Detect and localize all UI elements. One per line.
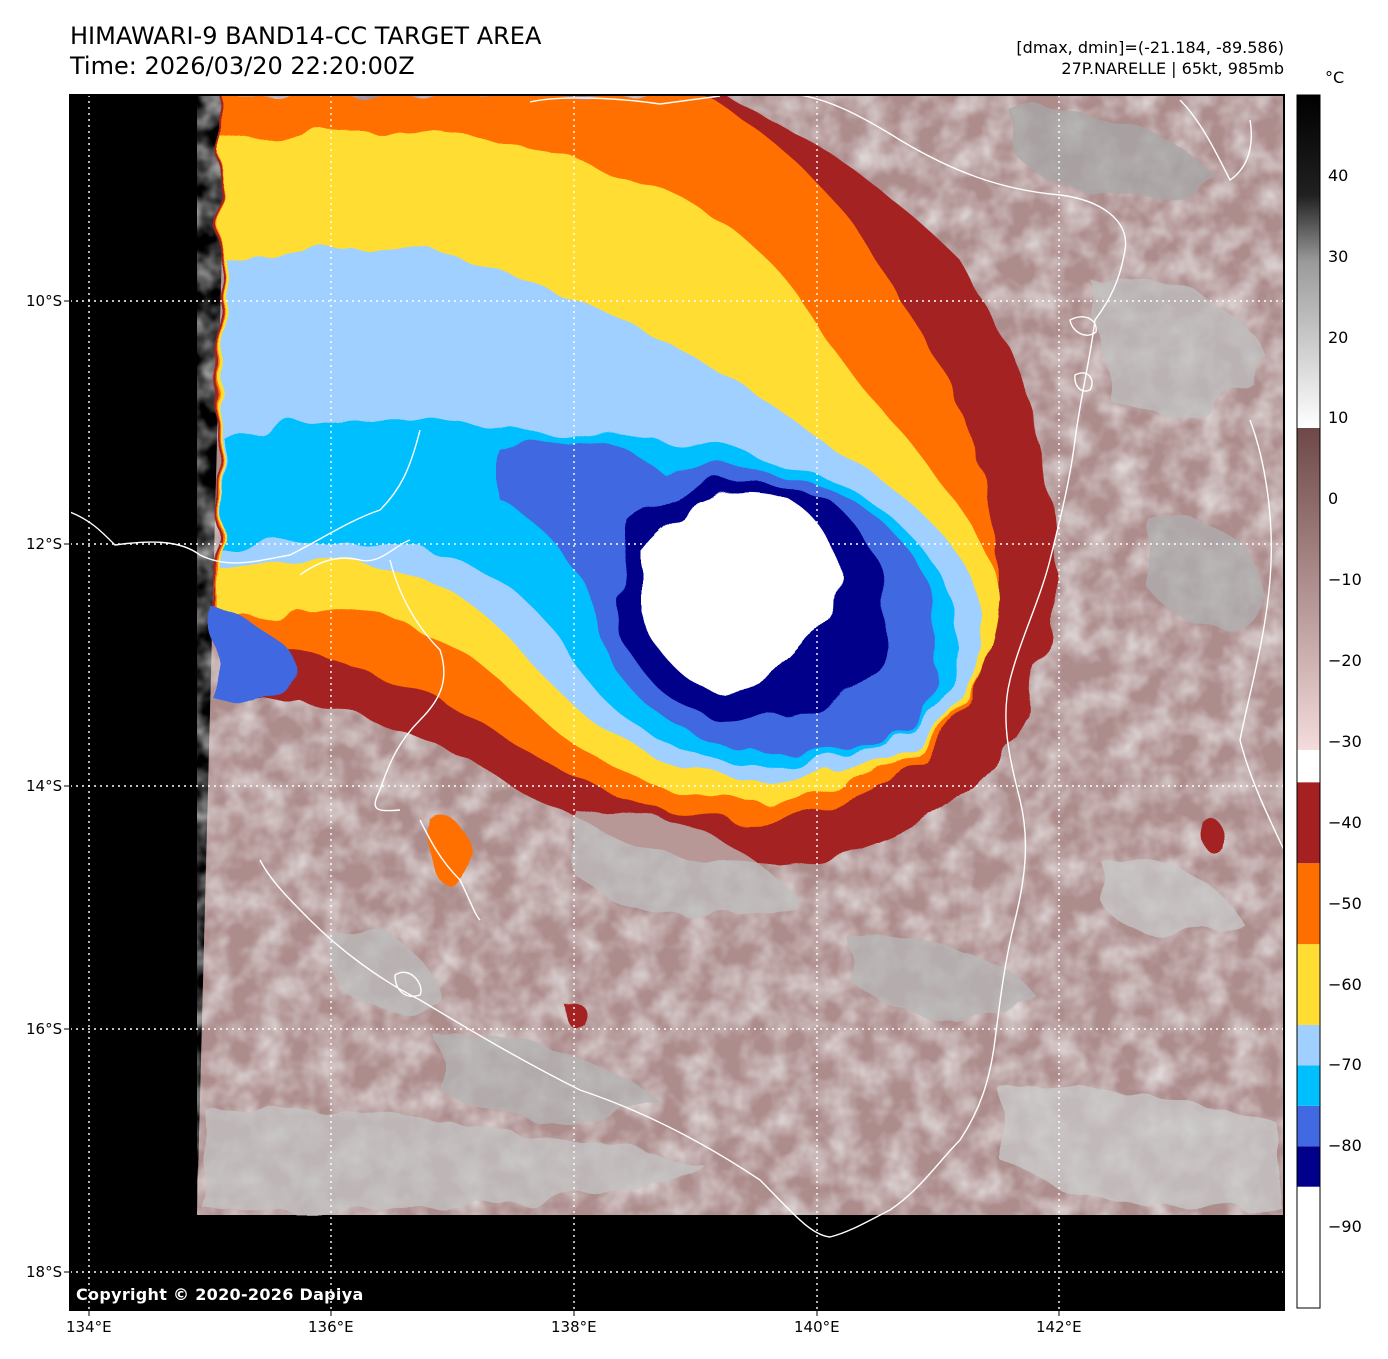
colorbar-tick-label: −80 [1328, 1136, 1362, 1156]
colorbar-tick-label: 10 [1328, 408, 1349, 428]
temperature-range: [dmax, dmin]=(-21.184, -89.586) [1016, 38, 1284, 57]
colorbar-segment [1297, 1024, 1320, 1066]
colorbar-tick-label: −40 [1328, 812, 1362, 832]
colorbar-segment [1297, 944, 1320, 1025]
colorbar-tick-label: −60 [1328, 974, 1362, 994]
lon-tick-label: 142°E [1036, 1318, 1082, 1336]
image-title: HIMAWARI-9 BAND14-CC TARGET AREA [70, 22, 542, 50]
low-cloud-patches [205, 108, 1284, 1212]
axis-ticks [64, 300, 1060, 1316]
lat-tick-label: 18°S [26, 1263, 63, 1281]
storm-info: 27P.NARELLE | 65kt, 985mb [1061, 59, 1284, 78]
copyright-notice: Copyright © 2020-2026 Dapiya [76, 1285, 364, 1304]
colorbar-tick-label: −90 [1328, 1217, 1362, 1237]
colorbar-tick-label: 20 [1328, 327, 1349, 347]
colorbar-grey-band [1297, 95, 1320, 428]
lat-lon-grid [70, 95, 1284, 1310]
plot-frame [69, 94, 1285, 1311]
colorbar-tick-label: 0 [1328, 489, 1339, 509]
colorbar-tick-label: −20 [1328, 651, 1362, 671]
colorbar-pink-band [1297, 428, 1320, 750]
colorbar-segment [1297, 1105, 1320, 1147]
lat-tick-label: 16°S [26, 1020, 63, 1038]
colorbar-tick-label: 40 [1328, 165, 1349, 185]
colorbar-segment [1297, 782, 1320, 864]
cloud-shield [215, 95, 1226, 1027]
lon-tick-label: 136°E [308, 1318, 354, 1336]
colorbar-tick-label: 30 [1328, 246, 1349, 266]
colorbar-unit: °C [1325, 68, 1345, 87]
lat-tick-label: 12°S [26, 535, 63, 553]
lon-tick-label: 134°E [66, 1318, 112, 1336]
colorbar-segment [1297, 1065, 1320, 1106]
colorbar-segment [1297, 1146, 1320, 1187]
colorbar-tick-label: −10 [1328, 570, 1362, 590]
coastlines [70, 95, 1284, 1238]
colorbar-tick-label: −30 [1328, 731, 1362, 751]
lat-tick-label: 14°S [26, 777, 63, 795]
lon-tick-label: 140°E [794, 1318, 840, 1336]
colorbar-segment [1297, 863, 1320, 945]
image-time: Time: 2026/03/20 22:20:00Z [70, 52, 415, 80]
colorbar-frame [1296, 94, 1321, 1309]
colorbar-tick-label: −70 [1328, 1055, 1362, 1075]
colorbar-tick-label: −50 [1328, 893, 1362, 913]
lon-tick-label: 138°E [551, 1318, 597, 1336]
lat-tick-label: 10°S [26, 292, 63, 310]
colorbar-segment [1297, 1186, 1320, 1308]
colorbar [1296, 94, 1321, 1309]
